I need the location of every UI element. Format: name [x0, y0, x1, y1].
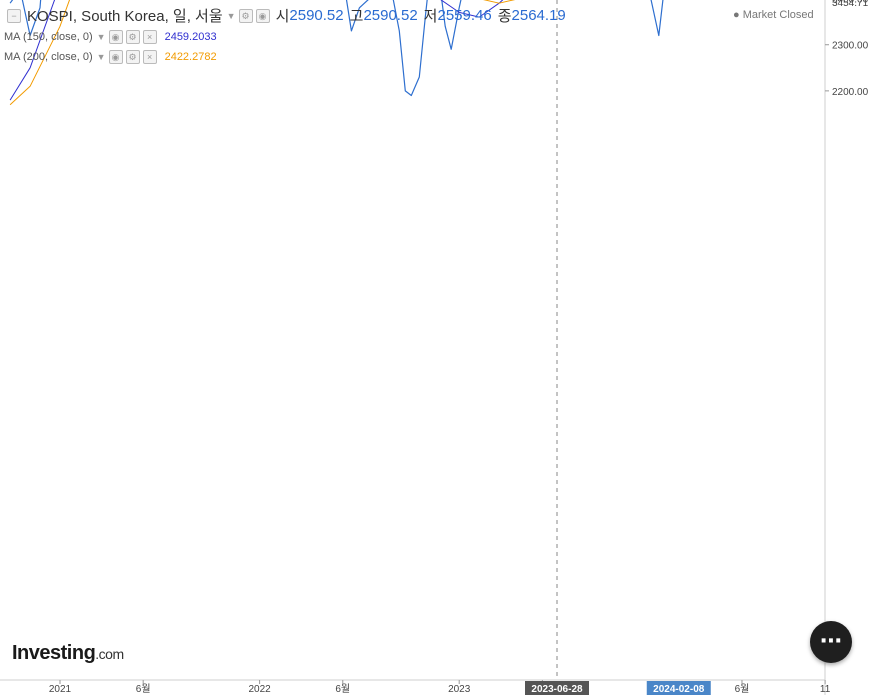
brand-name: Investing [12, 642, 96, 664]
x-tick-label: 2022 [248, 684, 271, 695]
chart-header: − KOSPI, South Korea, 일, 서울 ▼ ⚙ ◉ 시 2590.… [4, 5, 566, 26]
high-label: 고 [349, 8, 364, 25]
indicator-ma150[interactable]: MA (150, close, 0) ▼ ◉ ⚙ × 2459.2033 [4, 30, 217, 44]
indicator-ma200[interactable]: MA (200, close, 0) ▼ ◉ ⚙ × 2422.2782 [4, 50, 217, 64]
ma200-value: 2422.2782 [164, 51, 217, 63]
x-highlight-box [646, 681, 711, 695]
x-tick-label: 11 [820, 684, 831, 695]
open-value: 2590.52 [289, 7, 344, 24]
investing-logo: Investing.com [12, 642, 124, 665]
reference-lines [556, 0, 558, 680]
market-status: ● Market Closed [733, 9, 814, 21]
series-group [9, 0, 664, 106]
low-value: 2559.46 [437, 7, 492, 24]
high-value: 2590.52 [363, 7, 418, 24]
y-tick-label: 2200.00 [832, 87, 869, 98]
more-dots-icon: ⋯ [820, 628, 842, 653]
x-highlight-box [525, 681, 590, 695]
y-tick-label: 2400.00 [832, 0, 869, 6]
eye-icon[interactable]: ◉ [108, 50, 123, 64]
eye-icon[interactable]: ◉ [108, 30, 123, 44]
x-tick-label: 2021 [49, 684, 72, 695]
chevron-down-icon[interactable]: ▼ [96, 52, 106, 62]
ma150-label: MA (150, close, 0) [4, 31, 93, 43]
y-axis: 2200.002300.002400.002500.002600.002700.… [824, 0, 869, 695]
chart-title: KOSPI, South Korea, 일, 서울 [27, 8, 223, 25]
x-tick-label: 6월 [136, 683, 151, 695]
low-label: 저 [423, 8, 438, 25]
ma200-label: MA (200, close, 0) [4, 51, 93, 63]
series-line-1 [9, 0, 504, 101]
gear-icon[interactable]: ⚙ [125, 50, 140, 64]
x-highlight-label: 2024-02-08 [653, 684, 705, 695]
x-tick-label: 2023 [448, 684, 471, 695]
chevron-down-icon[interactable]: ▼ [226, 10, 236, 21]
x-highlight-label: 2023-06-28 [531, 684, 583, 695]
y-top-label: 3454.71 [832, 0, 869, 9]
close-label: 종 [497, 8, 512, 25]
x-tick-label: 6월 [735, 683, 750, 695]
gear-icon[interactable]: ⚙ [125, 30, 140, 44]
close-icon[interactable]: × [142, 30, 157, 44]
open-label: 시 [275, 8, 290, 25]
close-icon[interactable]: × [142, 50, 157, 64]
chevron-down-icon[interactable]: ▼ [96, 32, 106, 42]
more-options-button[interactable]: ⋯ [810, 621, 852, 663]
ma150-value: 2459.2033 [164, 31, 217, 43]
eye-icon[interactable]: ◉ [255, 8, 270, 23]
brand-suffix: .com [95, 646, 124, 662]
close-value: 2564.19 [511, 7, 566, 24]
gear-icon[interactable]: ⚙ [238, 8, 253, 23]
y-tick-label: 2300.00 [832, 41, 869, 52]
square-minus-icon[interactable]: − [7, 8, 21, 23]
market-status-text: Market Closed [742, 9, 814, 21]
x-tick-label: 6월 [335, 683, 350, 695]
x-axis: 20216월20226월20236월6월112023-06-282024-02-… [0, 679, 831, 695]
